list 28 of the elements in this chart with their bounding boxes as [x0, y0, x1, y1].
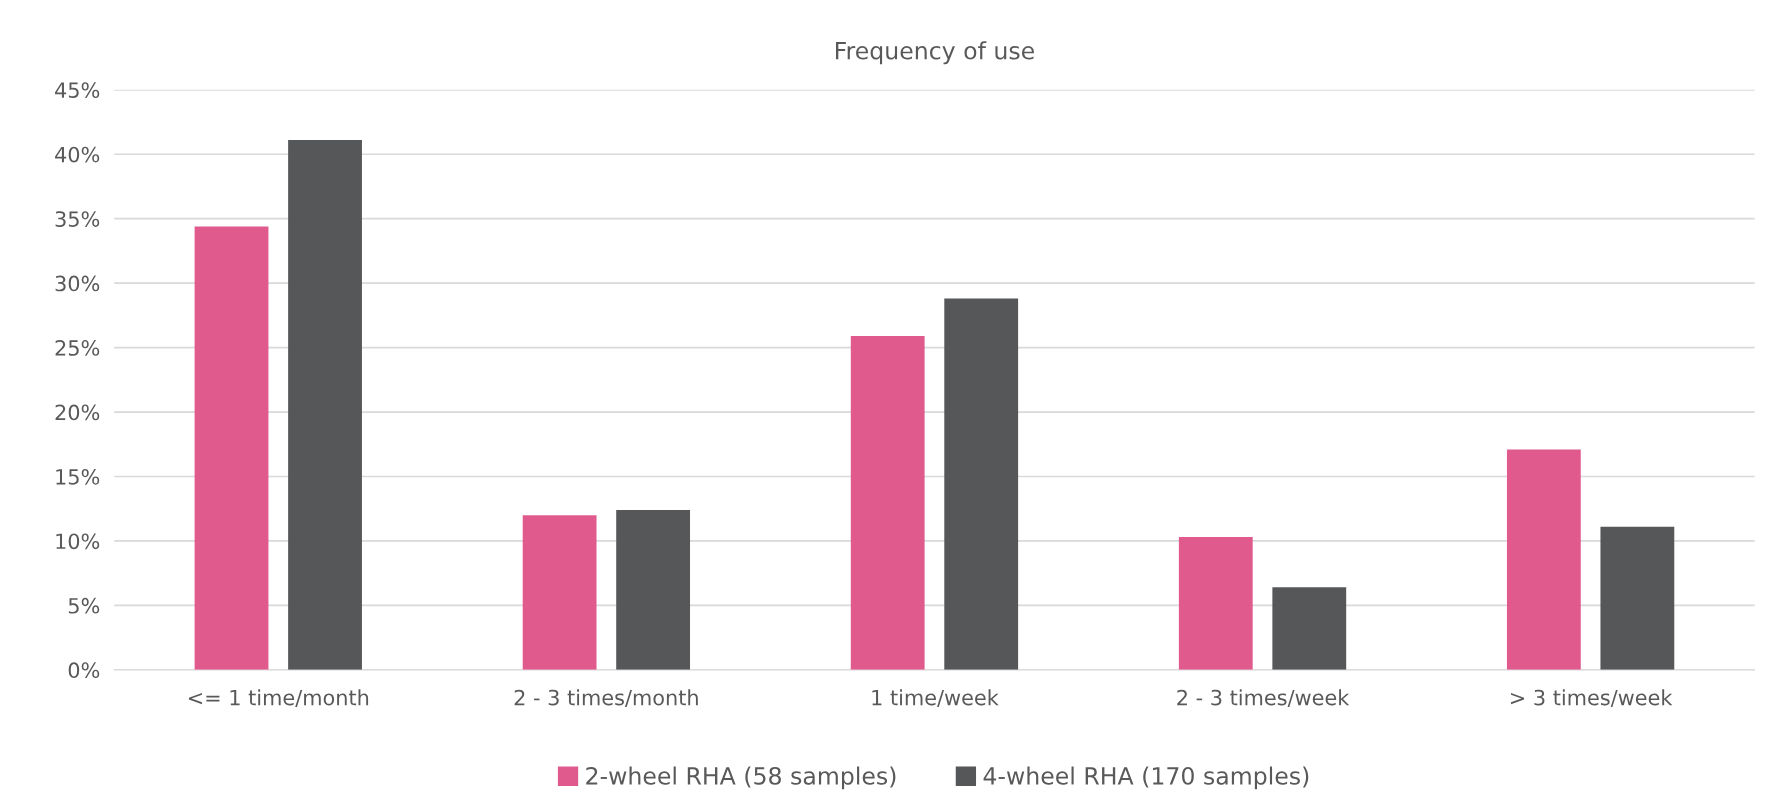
x-tick-label: 1 time/week: [872, 689, 999, 708]
legend-label: 2-wheel RHA (58 samples): [586, 766, 896, 790]
x-tick-label: > 3 times/week: [1511, 689, 1673, 708]
x-tick-label: 2 - 3 times/month: [514, 689, 698, 708]
y-tick-label: 0%: [68, 662, 100, 679]
chart-title: Frequency of use: [836, 41, 1034, 65]
y-tick-label: 5%: [68, 597, 100, 614]
bar: [1178, 537, 1253, 670]
bar: [522, 515, 597, 670]
y-tick-label: 35%: [55, 211, 100, 227]
y-tick-label: 15%: [56, 468, 100, 485]
y-tick-label: 45%: [55, 82, 100, 99]
bar: [288, 140, 362, 670]
legend-label: 4-wheel RHA (170 samples): [983, 766, 1309, 790]
bar: [1506, 449, 1581, 670]
x-tick-label: <= 1 time/month: [188, 689, 369, 708]
bar: [194, 226, 269, 670]
y-tick-label: 10%: [56, 533, 100, 550]
bar: [850, 336, 925, 670]
x-tick-label: 2 - 3 times/week: [1177, 689, 1350, 708]
bar: [1272, 587, 1347, 670]
y-tick-label: 25%: [55, 340, 100, 356]
bar: [944, 298, 1019, 670]
y-tick-label: 20%: [55, 404, 100, 421]
y-tick-label: 30%: [55, 275, 100, 292]
bar: [616, 510, 691, 670]
y-tick-label: 40%: [55, 146, 100, 163]
bar: [1600, 526, 1675, 670]
